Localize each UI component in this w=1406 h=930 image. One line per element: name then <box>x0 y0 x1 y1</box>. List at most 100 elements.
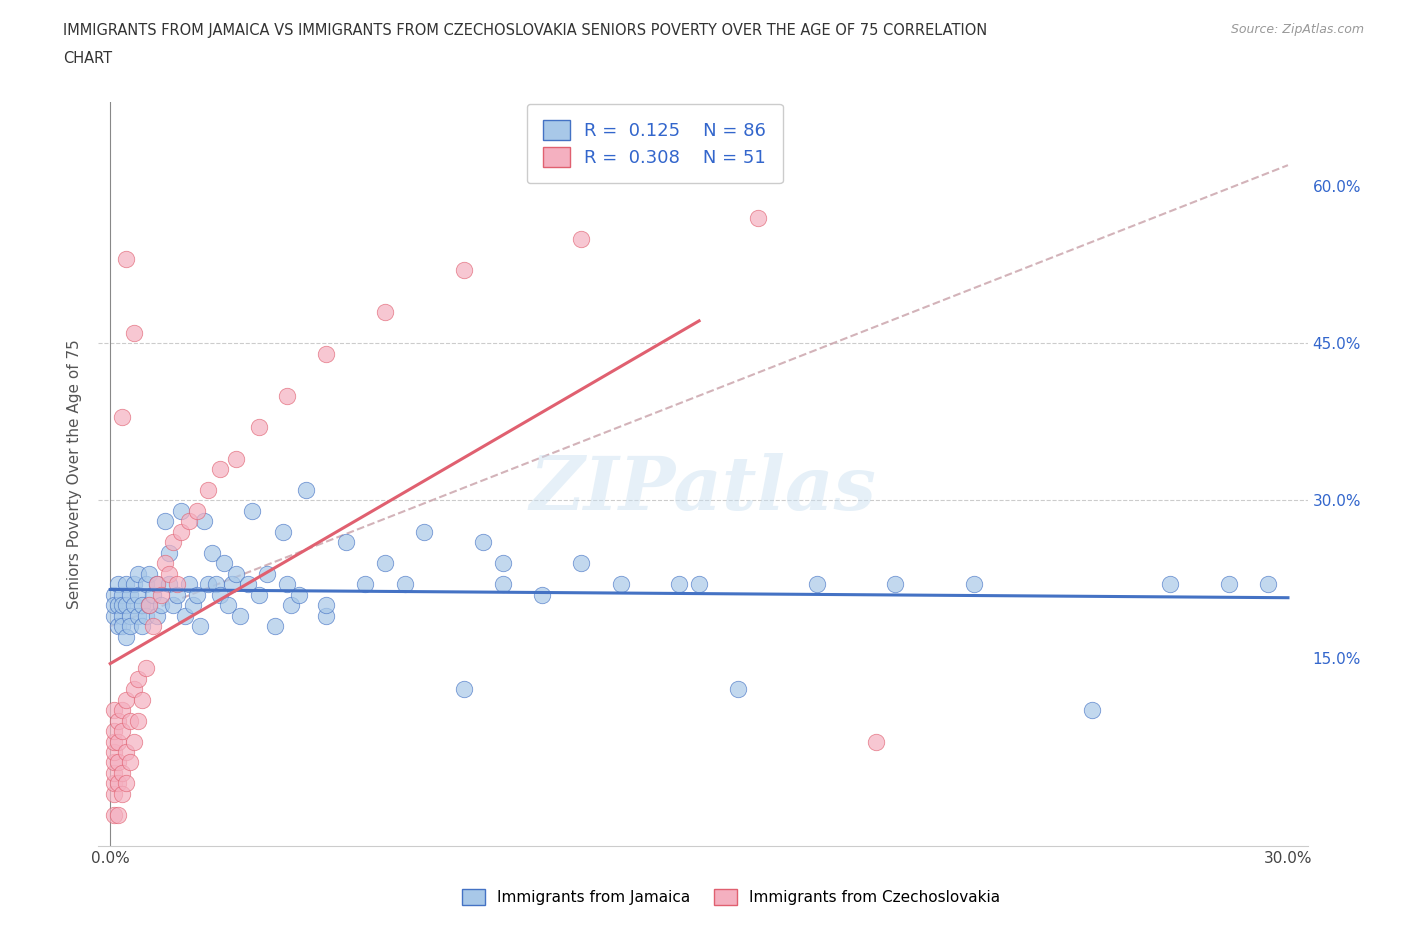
Point <box>103 724 125 738</box>
Point <box>127 566 149 581</box>
Point <box>127 713 149 728</box>
Point <box>264 618 287 633</box>
Point <box>127 671 149 686</box>
Point <box>201 546 224 561</box>
Point <box>111 588 134 603</box>
Point <box>138 598 160 613</box>
Point <box>569 556 592 571</box>
Point <box>103 734 125 749</box>
Point <box>111 703 134 718</box>
Point <box>271 525 294 539</box>
Point <box>186 588 208 603</box>
Point <box>111 724 134 738</box>
Point <box>115 598 138 613</box>
Text: IMMIGRANTS FROM JAMAICA VS IMMIGRANTS FROM CZECHOSLOVAKIA SENIORS POVERTY OVER T: IMMIGRANTS FROM JAMAICA VS IMMIGRANTS FR… <box>63 23 987 38</box>
Point <box>394 577 416 591</box>
Point <box>688 577 710 591</box>
Point <box>122 598 145 613</box>
Point <box>166 588 188 603</box>
Point <box>229 608 252 623</box>
Point <box>205 577 228 591</box>
Point <box>122 326 145 340</box>
Point <box>103 598 125 613</box>
Point <box>209 588 232 603</box>
Point <box>315 346 337 361</box>
Point <box>118 618 141 633</box>
Point <box>103 608 125 623</box>
Point <box>146 577 169 591</box>
Point <box>157 566 180 581</box>
Point <box>103 807 125 822</box>
Point <box>146 577 169 591</box>
Legend: Immigrants from Jamaica, Immigrants from Czechoslovakia: Immigrants from Jamaica, Immigrants from… <box>454 882 1008 913</box>
Point <box>115 776 138 790</box>
Legend: R =  0.125    N = 86, R =  0.308    N = 51: R = 0.125 N = 86, R = 0.308 N = 51 <box>527 104 783 183</box>
Point <box>118 755 141 770</box>
Point <box>103 765 125 780</box>
Point <box>127 608 149 623</box>
Point <box>181 598 204 613</box>
Point <box>1257 577 1279 591</box>
Point <box>111 409 134 424</box>
Point <box>247 588 270 603</box>
Point <box>276 388 298 403</box>
Point <box>865 734 887 749</box>
Point <box>1159 577 1181 591</box>
Point <box>569 231 592 246</box>
Point <box>217 598 239 613</box>
Point <box>963 577 986 591</box>
Point <box>146 608 169 623</box>
Point <box>131 618 153 633</box>
Point <box>374 304 396 319</box>
Point <box>287 588 309 603</box>
Point <box>668 577 690 591</box>
Point <box>103 776 125 790</box>
Point <box>107 713 129 728</box>
Point <box>531 588 554 603</box>
Point <box>453 262 475 277</box>
Point <box>135 660 157 675</box>
Point <box>1080 703 1102 718</box>
Point <box>727 682 749 697</box>
Point <box>111 787 134 802</box>
Point <box>142 588 165 603</box>
Point <box>138 598 160 613</box>
Point <box>111 608 134 623</box>
Point <box>153 556 176 571</box>
Point <box>193 514 215 529</box>
Point <box>107 807 129 822</box>
Point <box>186 503 208 518</box>
Point <box>127 588 149 603</box>
Text: Source: ZipAtlas.com: Source: ZipAtlas.com <box>1230 23 1364 36</box>
Point <box>177 514 200 529</box>
Point <box>162 598 184 613</box>
Point <box>806 577 828 591</box>
Point <box>240 503 263 518</box>
Point <box>107 618 129 633</box>
Point <box>212 556 235 571</box>
Point <box>225 566 247 581</box>
Point <box>107 755 129 770</box>
Point <box>107 776 129 790</box>
Point <box>150 598 173 613</box>
Point <box>236 577 259 591</box>
Point <box>197 483 219 498</box>
Point <box>103 787 125 802</box>
Point <box>162 535 184 550</box>
Point <box>153 514 176 529</box>
Point <box>107 734 129 749</box>
Point <box>170 503 193 518</box>
Point <box>131 692 153 707</box>
Point <box>111 618 134 633</box>
Point <box>492 577 515 591</box>
Point <box>280 598 302 613</box>
Point <box>335 535 357 550</box>
Point <box>190 618 212 633</box>
Point <box>135 608 157 623</box>
Y-axis label: Seniors Poverty Over the Age of 75: Seniors Poverty Over the Age of 75 <box>67 339 83 609</box>
Point <box>884 577 907 591</box>
Point <box>131 598 153 613</box>
Point <box>1218 577 1240 591</box>
Point <box>173 608 195 623</box>
Point <box>115 692 138 707</box>
